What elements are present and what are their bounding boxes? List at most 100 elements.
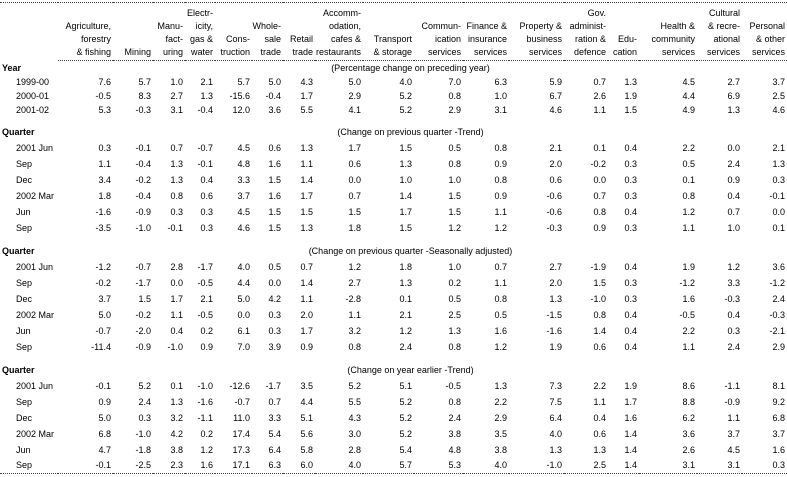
data-cell: -0.1	[769, 190, 785, 201]
data-cell: 4.0	[348, 460, 361, 471]
column-header: Accomm-odation, cafes & restaurants	[315, 2, 363, 61]
data-cell: 5.7	[399, 460, 412, 471]
data-cell: 2.1	[399, 309, 412, 320]
data-cell: -0.3	[724, 293, 740, 304]
row-label: Dec	[16, 293, 33, 304]
data-cell: 6.2	[682, 412, 695, 423]
table-row: 2001 Jun 0.3 -0.1 0.7 -0.7 4.5 0.6 1.3 1.7 1.5 0.5…	[0, 140, 787, 156]
data-cell: 7.3	[549, 380, 562, 391]
data-cell: -1.2	[679, 277, 695, 288]
data-cell: -0.7	[95, 325, 111, 336]
data-cell: -11.4	[91, 341, 111, 352]
data-cell: 2.2	[494, 396, 507, 407]
data-cell: 2.8	[348, 444, 361, 455]
column-header: Electr-icity, gas & water	[185, 2, 215, 61]
data-cell: 3.7	[772, 76, 785, 87]
data-cell: 1.3	[399, 277, 412, 288]
column-header-line: icity,	[195, 21, 213, 31]
column-header-line: trade	[292, 47, 313, 57]
data-cell: -3.5	[95, 222, 111, 233]
data-cell: 1.3	[772, 158, 785, 169]
data-cell: 3.1	[494, 104, 507, 115]
data-cell: 1.4	[399, 190, 412, 201]
data-cell: 1.5	[138, 293, 151, 304]
column-header-line: services	[473, 47, 507, 57]
data-cell: 1.0	[399, 174, 412, 185]
data-cell: 1.5	[268, 222, 281, 233]
section-note-text: (Percentage change on preceding year)	[331, 62, 490, 73]
data-cell: 3.7	[772, 428, 785, 439]
column-header: Retail trade	[283, 2, 315, 61]
data-cell: 5.4	[399, 444, 412, 455]
data-cell: 1.5	[399, 222, 412, 233]
data-cell: 0.3	[200, 222, 213, 233]
data-cell: 2.4	[138, 396, 151, 407]
row-label: 2002 Mar	[16, 309, 55, 320]
column-header: Whole-sale trade	[252, 2, 283, 61]
data-cell: 4.3	[348, 412, 361, 423]
data-cell: 4.2	[170, 428, 183, 439]
data-cell: 1.1	[98, 158, 111, 169]
data-cell: 2.5	[772, 90, 785, 101]
column-header-line: Health &	[660, 21, 695, 31]
data-cell: 0.9	[300, 341, 313, 352]
row-label: Jun	[16, 444, 31, 455]
data-cell: 0.4	[624, 341, 637, 352]
data-cell: -1.0	[135, 222, 151, 233]
data-cell: 0.6	[348, 158, 361, 169]
data-cell: 0.8	[170, 190, 183, 201]
data-cell: 1.5	[593, 277, 606, 288]
column-header-line: Agriculture,	[65, 21, 111, 31]
column-header-line: services	[751, 47, 785, 57]
data-cell: 5.0	[98, 309, 111, 320]
data-cell: -0.4	[135, 158, 151, 169]
data-cell: -0.4	[197, 104, 213, 115]
column-header-line: forestry	[80, 34, 111, 44]
data-cell: 1.6	[200, 460, 213, 471]
data-cell: 0.4	[593, 412, 606, 423]
section-spacer-cell	[0, 355, 787, 362]
data-cell: 6.0	[300, 460, 313, 471]
data-cell: 1.4	[593, 325, 606, 336]
data-cell: 3.9	[268, 341, 281, 352]
table-row: 2001-02 5.3 -0.3 3.1 -0.4 12.0 3.6 5.5 4.1 5.2 2.9…	[0, 103, 787, 117]
data-cell: 1.2	[682, 206, 695, 217]
data-cell: 0.8	[494, 293, 507, 304]
column-header-line: cafes &	[330, 34, 361, 44]
data-cell: 1.2	[494, 341, 507, 352]
data-cell: 0.1	[593, 142, 606, 153]
table-row: Jun -1.6 -0.9 0.3 0.3 4.5 1.5 1.5 1.5 1.7 1.5 1.1 -0…	[0, 204, 787, 220]
section-label: Year	[2, 62, 22, 73]
data-cell: 9.2	[772, 396, 785, 407]
data-cell: -0.9	[135, 206, 151, 217]
data-cell: 3.1	[727, 460, 740, 471]
column-header-line: Property &	[519, 21, 562, 31]
data-cell: 0.6	[593, 341, 606, 352]
data-cell: 3.8	[494, 444, 507, 455]
data-cell: 8.6	[682, 380, 695, 391]
column-header-line: & storage	[373, 47, 412, 57]
column-header-row: Agriculture, forestry & fishing Mining Manu-…	[0, 2, 787, 61]
data-cell: 0.6	[593, 428, 606, 439]
column-header-line: Cons-	[225, 34, 250, 44]
column-header-line: ication	[434, 34, 461, 44]
data-cell: 0.8	[448, 341, 461, 352]
data-cell: -12.6	[229, 380, 250, 391]
data-cell: 0.5	[682, 158, 695, 169]
section-label: Quarter	[2, 364, 35, 375]
data-cell: 4.4	[300, 396, 313, 407]
section-label: Quarter	[2, 245, 35, 256]
data-cell: 0.5	[494, 309, 507, 320]
data-cell: -0.2	[590, 158, 606, 169]
data-cell: 1.4	[300, 277, 313, 288]
data-cell: 11.0	[233, 412, 250, 423]
data-cell: -2.1	[769, 325, 785, 336]
data-cell: 0.4	[727, 190, 740, 201]
data-cell: 0.4	[624, 206, 637, 217]
data-cell: 3.6	[772, 261, 785, 272]
data-cell: 0.2	[448, 277, 461, 288]
data-cell: 1.5	[624, 104, 637, 115]
data-cell: 0.3	[772, 174, 785, 185]
data-cell: -1.6	[95, 206, 111, 217]
data-cell: -0.5	[445, 380, 461, 391]
